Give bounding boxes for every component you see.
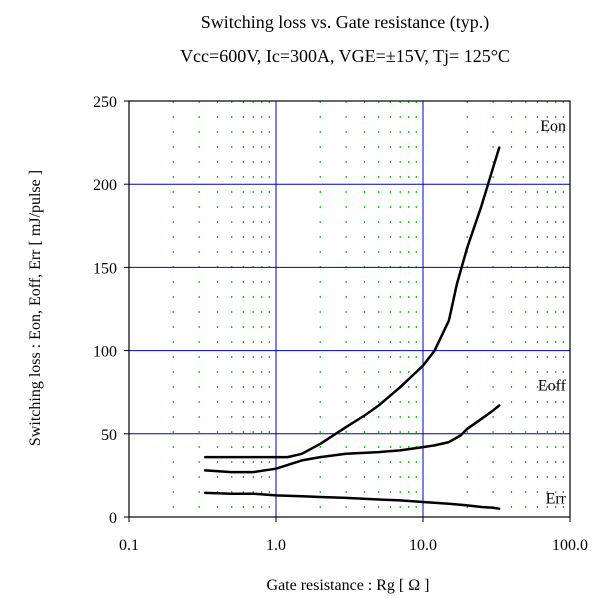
series-line-err bbox=[203, 491, 501, 510]
chart-subtitle: Vcc=600V, Ic=300A, VGE=±15V, Tj= 125°C bbox=[180, 46, 510, 66]
x-tick-label: 0.1 bbox=[119, 537, 139, 554]
series-line-eoff bbox=[203, 404, 501, 474]
x-tick-label: 10.0 bbox=[409, 537, 437, 554]
y-tick-label: 100 bbox=[93, 344, 117, 361]
y-tick-label: 0 bbox=[109, 510, 117, 527]
x-tick-label: 1.0 bbox=[266, 537, 286, 554]
series-lines bbox=[203, 146, 501, 510]
series-line-eon bbox=[203, 146, 501, 459]
y-tick-label: 50 bbox=[101, 427, 117, 444]
axis-ticks: 0 50 100 150 200 250 0.1 1.0 10.0 100.0 bbox=[93, 94, 588, 554]
series-labels: Eon Eoff Err bbox=[538, 118, 567, 508]
y-tick-label: 150 bbox=[93, 260, 117, 277]
series-label-eon: Eon bbox=[540, 118, 566, 135]
x-axis-label: Gate resistance : Rg [ Ω ] bbox=[267, 577, 430, 594]
chart-title: Switching loss vs. Gate resistance (typ.… bbox=[201, 12, 489, 33]
series-label-err: Err bbox=[546, 491, 567, 508]
y-tick-label: 200 bbox=[93, 177, 117, 194]
y-tick-label: 250 bbox=[93, 94, 117, 111]
y-axis-label: Switching loss : Eon, Eoff, Err [ mJ/pul… bbox=[27, 170, 44, 446]
x-tick-label: 100.0 bbox=[552, 537, 588, 554]
plot-frame bbox=[128, 100, 571, 518]
series-label-eoff: Eoff bbox=[538, 378, 567, 395]
